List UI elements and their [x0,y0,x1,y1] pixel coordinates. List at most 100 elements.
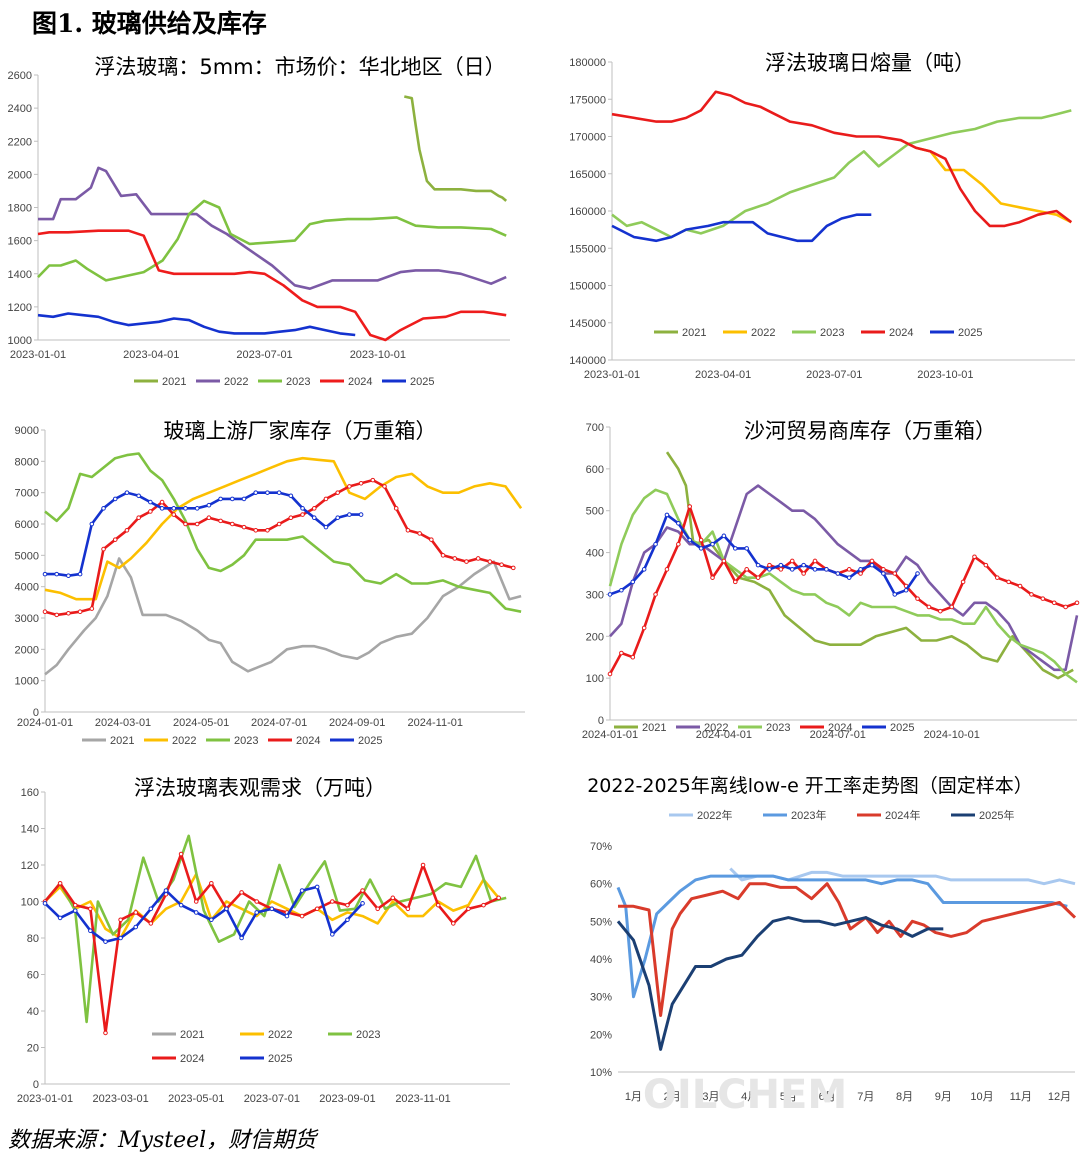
legend-label: 2024 [180,1053,204,1065]
series-point-2025 [42,901,48,906]
x-tick-label: 2023-10-01 [350,349,406,361]
series-point-2024 [619,650,624,656]
series-point-2025 [254,910,260,915]
series-point-2025 [276,490,282,495]
series-point-2024 [89,606,95,611]
series-point-2024 [698,537,704,543]
series-point-2025 [607,592,613,597]
series-point-2024 [42,609,48,615]
series-point-2024 [66,611,71,616]
y-tick-label: 140000 [569,355,606,367]
series-point-2025 [218,496,223,502]
watermark: OILCHEM [643,1072,847,1118]
series-line-2021 [404,95,508,202]
series-point-2024 [892,571,898,576]
series-point-2025 [698,546,704,551]
y-tick-label: 2400 [8,103,32,115]
y-tick-label: 100 [21,897,39,909]
y-tick-label: 50% [590,916,612,928]
series-point-2024 [846,567,852,572]
chart-title: 浮法玻璃：5mm：市场价：华北地区（日） [94,55,505,79]
series-point-2025 [881,571,886,576]
series-point-2024 [429,537,434,542]
series-point-2025 [284,913,290,919]
series-point-2024 [230,521,235,527]
series-point-2025 [193,910,199,915]
series-point-2024 [858,571,863,576]
series-point-2024 [938,608,943,614]
series-line-2022 [609,484,1079,672]
series-point-2024 [1040,596,1046,601]
series-point-2024 [254,899,260,904]
series-line-2025 [44,885,364,943]
series-point-2024 [1074,600,1080,606]
series-line-2022 [915,146,1072,224]
series-point-2024 [370,477,376,483]
series-line-2023 [43,834,507,1024]
series-point-2025 [42,571,48,577]
legend-label: 2024 [889,327,913,339]
series-point-2025 [335,515,340,521]
legend-label: 2021 [110,735,134,747]
series-point-2025 [124,490,130,495]
y-tick-label: 0 [33,707,39,719]
series-point-2024 [405,906,411,912]
series-point-2024 [193,899,199,904]
series-line-2024年 [618,882,1077,1017]
series-point-2024 [57,880,63,886]
series-point-2024 [499,562,504,568]
series-point-2024 [420,862,426,868]
series-point-2024 [710,575,715,580]
x-tick-label: 2023-01-01 [17,1093,73,1105]
legend-label: 2024 [296,735,320,747]
series-point-2025 [136,493,141,499]
x-tick-label: 2024-03-01 [95,717,151,729]
series-point-2025 [77,571,83,577]
series-point-2025 [299,888,305,893]
y-tick-label: 2000 [15,644,39,656]
series-point-2024 [345,902,350,908]
chart-panel-glass-price: 浮法玻璃：5mm：市场价：华北地区（日） 1000 1200 1400 1600 1800… [0,40,540,400]
y-tick-label: 500 [586,506,604,518]
series-point-2025 [57,915,63,921]
x-tick-label: 2024-09-01 [329,717,385,729]
y-tick-label: 30% [590,992,612,1004]
series-point-2024 [209,880,214,886]
series-point-2025 [148,499,153,505]
legend-label: 2022 [704,722,728,734]
legend-label: 2025 [890,722,914,734]
series-point-2025 [812,567,818,572]
series-point-2025 [846,575,852,580]
series-point-2024 [435,902,441,908]
series-point-2024 [133,910,139,915]
series-point-2025 [148,906,154,912]
series-line-2023 [44,452,522,613]
x-tick-label: 2024-10-01 [924,729,980,741]
series-point-2024 [358,480,364,486]
series-point-2024 [118,917,123,923]
series-point-2025 [178,902,184,908]
series-point-2024 [721,558,727,564]
series-point-2025 [159,506,165,511]
legend-label: 2025 [958,327,982,339]
series-point-2024 [311,506,317,511]
y-tick-label: 155000 [569,243,606,255]
series-line-2021 [44,557,522,676]
y-tick-label: 140 [21,824,39,836]
series-point-2024 [1006,579,1011,585]
series-point-2025 [778,562,784,568]
series-point-2024 [206,515,212,521]
series-line-2024 [37,229,507,342]
legend-label: 2022 [751,327,775,339]
series-point-2025 [641,567,647,572]
series-point-2025 [171,506,177,511]
legend-label: 2022 [268,1029,292,1041]
series-point-2024 [915,596,920,601]
series-point-2025 [206,502,212,508]
series-point-2025 [347,512,352,517]
x-tick-label: 2023-04-01 [123,349,179,361]
series-point-2024 [496,895,501,901]
legend-label: 2021 [162,376,186,388]
x-tick-label: 2023-07-01 [236,349,292,361]
series-point-2025 [345,917,350,923]
